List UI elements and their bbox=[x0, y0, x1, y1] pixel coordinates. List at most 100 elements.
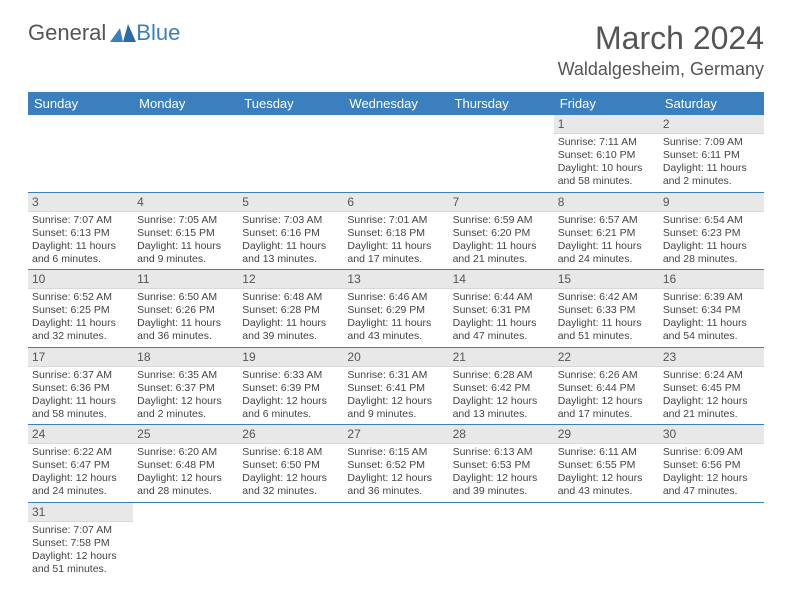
calendar-row: 24Sunrise: 6:22 AMSunset: 6:47 PMDayligh… bbox=[28, 425, 764, 503]
calendar-cell: 28Sunrise: 6:13 AMSunset: 6:53 PMDayligh… bbox=[449, 425, 554, 503]
day-body: Sunrise: 6:37 AMSunset: 6:36 PMDaylight:… bbox=[28, 367, 133, 425]
day-body: Sunrise: 6:26 AMSunset: 6:44 PMDaylight:… bbox=[554, 367, 659, 425]
day-number: 30 bbox=[659, 425, 764, 444]
day-number: 8 bbox=[554, 193, 659, 212]
day-number: 5 bbox=[238, 193, 343, 212]
logo: General Blue bbox=[28, 20, 180, 46]
calendar-cell bbox=[238, 502, 343, 579]
day-body: Sunrise: 6:42 AMSunset: 6:33 PMDaylight:… bbox=[554, 289, 659, 347]
day-number: 20 bbox=[343, 348, 448, 367]
calendar-cell: 19Sunrise: 6:33 AMSunset: 6:39 PMDayligh… bbox=[238, 347, 343, 425]
calendar-row: 17Sunrise: 6:37 AMSunset: 6:36 PMDayligh… bbox=[28, 347, 764, 425]
day-body: Sunrise: 6:52 AMSunset: 6:25 PMDaylight:… bbox=[28, 289, 133, 347]
day-body: Sunrise: 7:07 AMSunset: 6:13 PMDaylight:… bbox=[28, 212, 133, 270]
calendar-cell bbox=[449, 115, 554, 192]
calendar-cell: 31Sunrise: 7:07 AMSunset: 7:58 PMDayligh… bbox=[28, 502, 133, 579]
day-number: 24 bbox=[28, 425, 133, 444]
calendar-cell: 10Sunrise: 6:52 AMSunset: 6:25 PMDayligh… bbox=[28, 270, 133, 348]
day-number: 28 bbox=[449, 425, 554, 444]
calendar-cell bbox=[238, 115, 343, 192]
day-body: Sunrise: 6:11 AMSunset: 6:55 PMDaylight:… bbox=[554, 444, 659, 502]
calendar-cell bbox=[659, 502, 764, 579]
calendar-cell: 16Sunrise: 6:39 AMSunset: 6:34 PMDayligh… bbox=[659, 270, 764, 348]
title-block: March 2024 Waldalgesheim, Germany bbox=[558, 20, 764, 80]
calendar-row: 1Sunrise: 7:11 AMSunset: 6:10 PMDaylight… bbox=[28, 115, 764, 192]
day-body: Sunrise: 6:33 AMSunset: 6:39 PMDaylight:… bbox=[238, 367, 343, 425]
day-body: Sunrise: 6:28 AMSunset: 6:42 PMDaylight:… bbox=[449, 367, 554, 425]
calendar-cell bbox=[133, 115, 238, 192]
calendar-cell: 20Sunrise: 6:31 AMSunset: 6:41 PMDayligh… bbox=[343, 347, 448, 425]
day-number: 31 bbox=[28, 503, 133, 522]
day-body: Sunrise: 6:15 AMSunset: 6:52 PMDaylight:… bbox=[343, 444, 448, 502]
day-body: Sunrise: 7:09 AMSunset: 6:11 PMDaylight:… bbox=[659, 134, 764, 192]
calendar-cell: 24Sunrise: 6:22 AMSunset: 6:47 PMDayligh… bbox=[28, 425, 133, 503]
weekday-header: Thursday bbox=[449, 92, 554, 115]
day-number: 13 bbox=[343, 270, 448, 289]
day-number: 11 bbox=[133, 270, 238, 289]
day-number: 4 bbox=[133, 193, 238, 212]
calendar-cell: 17Sunrise: 6:37 AMSunset: 6:36 PMDayligh… bbox=[28, 347, 133, 425]
day-body: Sunrise: 6:57 AMSunset: 6:21 PMDaylight:… bbox=[554, 212, 659, 270]
day-body: Sunrise: 6:54 AMSunset: 6:23 PMDaylight:… bbox=[659, 212, 764, 270]
calendar-row: 3Sunrise: 7:07 AMSunset: 6:13 PMDaylight… bbox=[28, 192, 764, 270]
calendar-body: 1Sunrise: 7:11 AMSunset: 6:10 PMDaylight… bbox=[28, 115, 764, 579]
day-body: Sunrise: 6:59 AMSunset: 6:20 PMDaylight:… bbox=[449, 212, 554, 270]
weekday-header: Friday bbox=[554, 92, 659, 115]
day-number: 16 bbox=[659, 270, 764, 289]
day-body: Sunrise: 6:13 AMSunset: 6:53 PMDaylight:… bbox=[449, 444, 554, 502]
weekday-header: Sunday bbox=[28, 92, 133, 115]
calendar-cell: 23Sunrise: 6:24 AMSunset: 6:45 PMDayligh… bbox=[659, 347, 764, 425]
calendar-cell: 3Sunrise: 7:07 AMSunset: 6:13 PMDaylight… bbox=[28, 192, 133, 270]
day-body: Sunrise: 6:24 AMSunset: 6:45 PMDaylight:… bbox=[659, 367, 764, 425]
calendar-cell: 6Sunrise: 7:01 AMSunset: 6:18 PMDaylight… bbox=[343, 192, 448, 270]
day-number: 2 bbox=[659, 115, 764, 134]
calendar-cell: 4Sunrise: 7:05 AMSunset: 6:15 PMDaylight… bbox=[133, 192, 238, 270]
calendar-cell: 29Sunrise: 6:11 AMSunset: 6:55 PMDayligh… bbox=[554, 425, 659, 503]
day-body: Sunrise: 7:05 AMSunset: 6:15 PMDaylight:… bbox=[133, 212, 238, 270]
calendar-cell: 22Sunrise: 6:26 AMSunset: 6:44 PMDayligh… bbox=[554, 347, 659, 425]
logo-mark-icon bbox=[110, 24, 136, 42]
day-number: 3 bbox=[28, 193, 133, 212]
day-body: Sunrise: 6:31 AMSunset: 6:41 PMDaylight:… bbox=[343, 367, 448, 425]
calendar-cell bbox=[554, 502, 659, 579]
day-number: 25 bbox=[133, 425, 238, 444]
weekday-header: Tuesday bbox=[238, 92, 343, 115]
day-body: Sunrise: 7:11 AMSunset: 6:10 PMDaylight:… bbox=[554, 134, 659, 192]
day-number: 27 bbox=[343, 425, 448, 444]
calendar-cell bbox=[28, 115, 133, 192]
calendar-cell: 27Sunrise: 6:15 AMSunset: 6:52 PMDayligh… bbox=[343, 425, 448, 503]
day-body: Sunrise: 6:44 AMSunset: 6:31 PMDaylight:… bbox=[449, 289, 554, 347]
day-number: 19 bbox=[238, 348, 343, 367]
calendar-row: 31Sunrise: 7:07 AMSunset: 7:58 PMDayligh… bbox=[28, 502, 764, 579]
day-body: Sunrise: 6:35 AMSunset: 6:37 PMDaylight:… bbox=[133, 367, 238, 425]
calendar-head: SundayMondayTuesdayWednesdayThursdayFrid… bbox=[28, 92, 764, 115]
day-body: Sunrise: 6:48 AMSunset: 6:28 PMDaylight:… bbox=[238, 289, 343, 347]
calendar-cell: 5Sunrise: 7:03 AMSunset: 6:16 PMDaylight… bbox=[238, 192, 343, 270]
calendar-cell: 7Sunrise: 6:59 AMSunset: 6:20 PMDaylight… bbox=[449, 192, 554, 270]
day-body: Sunrise: 6:50 AMSunset: 6:26 PMDaylight:… bbox=[133, 289, 238, 347]
day-number: 7 bbox=[449, 193, 554, 212]
calendar-cell: 2Sunrise: 7:09 AMSunset: 6:11 PMDaylight… bbox=[659, 115, 764, 192]
calendar-cell bbox=[343, 115, 448, 192]
day-number: 22 bbox=[554, 348, 659, 367]
location: Waldalgesheim, Germany bbox=[558, 59, 764, 80]
day-number: 17 bbox=[28, 348, 133, 367]
calendar-cell: 8Sunrise: 6:57 AMSunset: 6:21 PMDaylight… bbox=[554, 192, 659, 270]
calendar-cell bbox=[449, 502, 554, 579]
day-number: 9 bbox=[659, 193, 764, 212]
day-number: 12 bbox=[238, 270, 343, 289]
day-body: Sunrise: 6:46 AMSunset: 6:29 PMDaylight:… bbox=[343, 289, 448, 347]
weekday-header: Monday bbox=[133, 92, 238, 115]
day-number: 21 bbox=[449, 348, 554, 367]
calendar-cell: 13Sunrise: 6:46 AMSunset: 6:29 PMDayligh… bbox=[343, 270, 448, 348]
day-number: 10 bbox=[28, 270, 133, 289]
logo-text-1: General bbox=[28, 20, 106, 46]
day-number: 23 bbox=[659, 348, 764, 367]
day-number: 18 bbox=[133, 348, 238, 367]
day-body: Sunrise: 6:39 AMSunset: 6:34 PMDaylight:… bbox=[659, 289, 764, 347]
day-body: Sunrise: 7:07 AMSunset: 7:58 PMDaylight:… bbox=[28, 522, 133, 580]
month-title: March 2024 bbox=[558, 20, 764, 57]
logo-text-2: Blue bbox=[136, 20, 180, 46]
calendar-cell: 1Sunrise: 7:11 AMSunset: 6:10 PMDaylight… bbox=[554, 115, 659, 192]
day-body: Sunrise: 6:18 AMSunset: 6:50 PMDaylight:… bbox=[238, 444, 343, 502]
